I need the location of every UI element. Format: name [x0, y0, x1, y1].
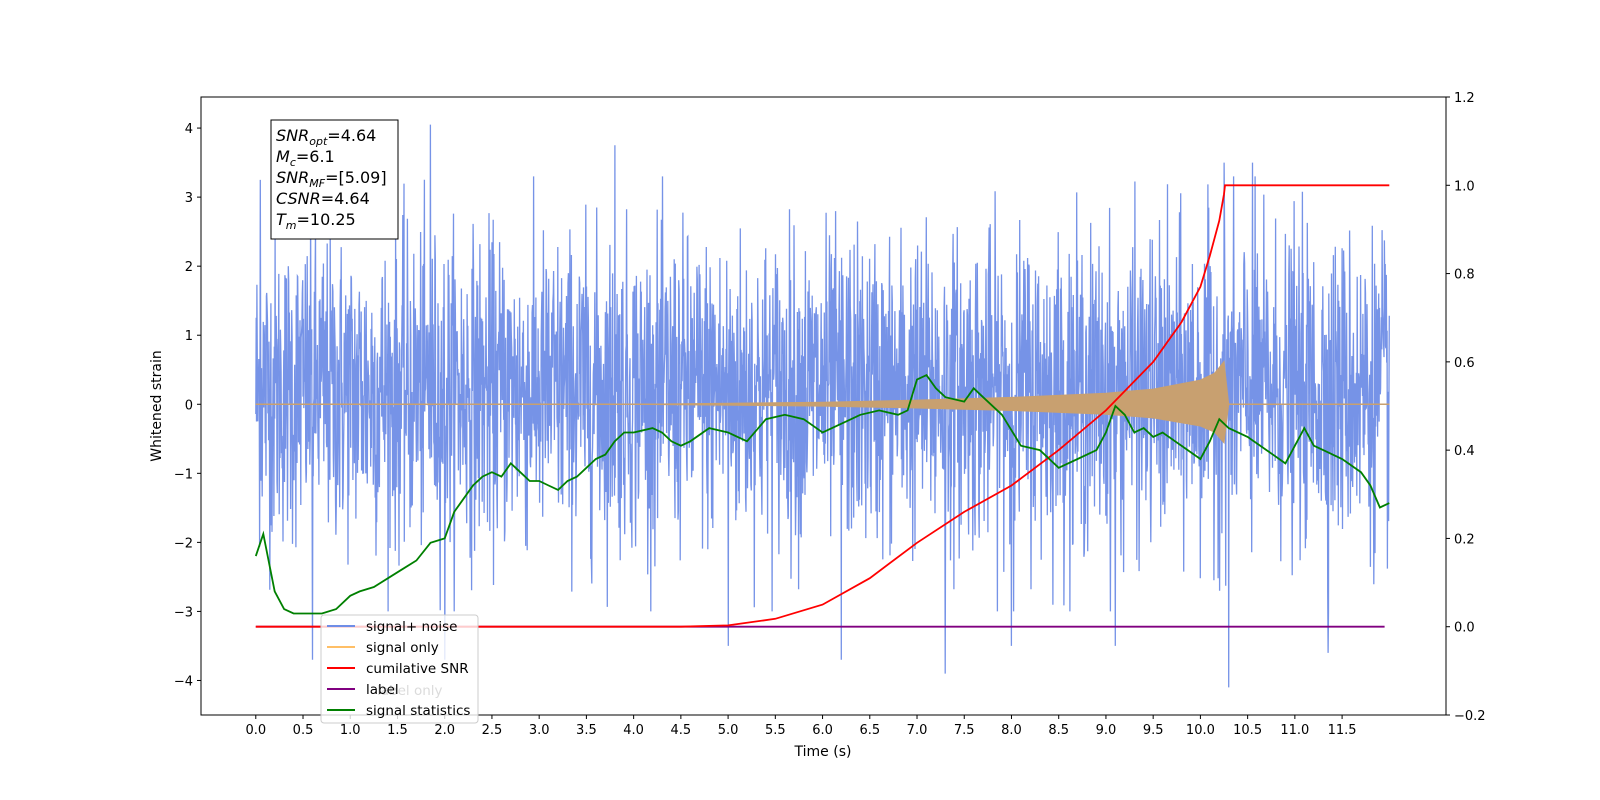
legend: label only signal+ noise signal only cumila… [320, 614, 479, 724]
y-tick-label: 4 [185, 122, 193, 137]
x-tick-label: 11.5 [1328, 723, 1357, 738]
y-tick-label: 2 [185, 260, 193, 275]
annotation-line: CSNR=4.64 [276, 189, 370, 208]
x-tick-label: 6.5 [859, 723, 880, 738]
x-axis-ticks: 0.0 0.5 1.0 1.5 2.0 2.5 3.0 3.5 4.0 4.5 5.0 5.5 6.0 6… [245, 715, 1357, 738]
x-tick-label: 10.0 [1186, 723, 1215, 738]
y2-tick-label: 0.6 [1454, 356, 1475, 371]
y2-tick-label: −0.2 [1454, 709, 1486, 724]
y-tick-label: −1 [174, 467, 193, 482]
x-tick-label: 7.5 [954, 723, 975, 738]
y2-tick-label: 0.4 [1454, 444, 1475, 459]
series-cumilative-snr-line [255, 184, 1390, 628]
x-tick-label: 9.0 [1096, 723, 1117, 738]
series-signal-noise-line [255, 124, 1390, 688]
x-tick-label: 5.0 [718, 723, 739, 738]
x-tick-label: 10.5 [1233, 723, 1262, 738]
annotation-line: SNRopt=4.64 [276, 126, 376, 148]
signal-only-trace [255, 360, 1390, 444]
y2-tick-label: 0.8 [1454, 268, 1475, 283]
x-tick-label: 8.0 [1001, 723, 1022, 738]
legend-frame [320, 614, 479, 724]
signal-noise-trace [255, 124, 1390, 688]
y-tick-label: 1 [185, 329, 193, 344]
y-tick-label: −2 [174, 536, 193, 551]
x-tick-label: 1.0 [340, 723, 361, 738]
x-tick-label: 6.0 [812, 723, 833, 738]
x-tick-label: 4.5 [671, 723, 692, 738]
y-tick-label: 0 [185, 398, 193, 413]
annotation-line: Mc=6.1 [276, 147, 335, 169]
y2-tick-label: 1.2 [1454, 91, 1475, 106]
legend-entry: signal only [366, 640, 439, 656]
y2-tick-label: 0.0 [1454, 621, 1475, 636]
series-signal-only-envelope [255, 360, 1390, 444]
y-tick-label: −4 [174, 674, 193, 689]
y-axis-ticks: 4 3 2 1 0 −1 −2 −3 −4 [174, 122, 201, 689]
y2-axis-ticks: 1.2 1.0 0.8 0.6 0.4 0.2 0.0 −0.2 [1446, 91, 1486, 724]
annotation-frame [270, 119, 399, 240]
x-tick-label: 9.5 [1143, 723, 1164, 738]
legend-entry: label [366, 682, 399, 698]
x-axis-label: Time (s) [794, 744, 852, 760]
annotation-line: SNRMF=[5.09] [276, 168, 387, 190]
x-tick-label: 3.5 [576, 723, 597, 738]
x-tick-label: 0.0 [245, 723, 266, 738]
x-tick-label: 11.0 [1280, 723, 1309, 738]
series-signal-statistics-line [254, 373, 1390, 615]
y2-tick-label: 0.2 [1454, 532, 1475, 547]
x-tick-label: 4.0 [623, 723, 644, 738]
annotation-line: Tm=10.25 [276, 210, 356, 232]
y-tick-label: −3 [174, 605, 193, 620]
x-tick-label: 8.5 [1048, 723, 1069, 738]
y-axis-label: Whitened strain [149, 350, 165, 461]
x-tick-label: 1.5 [387, 723, 408, 738]
legend-entry: cumilative SNR [366, 661, 469, 677]
x-tick-label: 2.0 [434, 723, 455, 738]
x-tick-label: 2.5 [482, 723, 503, 738]
legend-hidden-text: label only [377, 683, 443, 699]
y2-tick-label: 1.0 [1454, 179, 1475, 194]
x-tick-label: 3.0 [529, 723, 550, 738]
y-tick-label: 3 [185, 191, 193, 206]
legend-entry: signal+ noise [366, 619, 457, 635]
x-tick-label: 0.5 [293, 723, 314, 738]
x-tick-label: 5.5 [765, 723, 786, 738]
x-tick-label: 7.0 [907, 723, 928, 738]
legend-entry: signal statistics [366, 703, 470, 719]
plot-frame [200, 96, 1447, 716]
